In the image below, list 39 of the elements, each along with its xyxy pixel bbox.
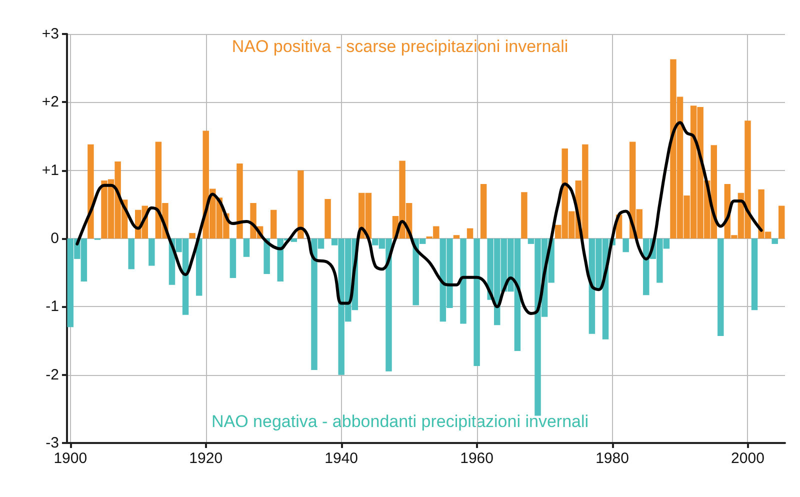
- bar: [772, 238, 778, 244]
- line-series: [76, 121, 763, 315]
- bar: [196, 238, 202, 296]
- bar: [480, 184, 487, 238]
- y-tick-label: -3: [46, 434, 59, 452]
- y-tick-label: +3: [42, 26, 59, 42]
- bar: [230, 238, 236, 278]
- bar: [453, 235, 460, 238]
- bar: [718, 238, 724, 336]
- bar: [474, 238, 480, 366]
- x-tick-label: 1900: [54, 450, 88, 467]
- bar: [298, 170, 304, 238]
- x-tick-label: 1960: [460, 450, 494, 467]
- y-tick-label: -1: [46, 298, 59, 316]
- y-tick-label: +1: [42, 162, 59, 179]
- bar: [622, 238, 629, 252]
- x-tick-label: 1920: [189, 450, 223, 467]
- x-tick-label: 2000: [731, 450, 764, 467]
- bar: [466, 228, 474, 238]
- y-tick-label: -2: [46, 366, 59, 384]
- bar: [270, 210, 277, 238]
- bar: [88, 144, 94, 238]
- bar: [148, 238, 155, 266]
- y-tick-label: 0: [50, 230, 59, 247]
- x-tick-label: 1940: [324, 450, 358, 467]
- y-tick-label: +2: [42, 94, 59, 111]
- bar: [189, 233, 196, 238]
- bar: [521, 192, 528, 238]
- bar: [236, 164, 243, 238]
- bar: [751, 238, 758, 310]
- bar: [243, 238, 250, 257]
- bar: [778, 206, 785, 238]
- annotation: NAO positiva - scarse precipitazioni invernali: [232, 37, 568, 56]
- bar: [128, 238, 134, 270]
- bar: [324, 198, 331, 238]
- annotation: NAO negativa - abbondanti precipitazioni invernali: [211, 412, 589, 431]
- bar: [290, 238, 298, 242]
- x-tick-label: 1980: [596, 450, 629, 467]
- bar: [460, 238, 466, 324]
